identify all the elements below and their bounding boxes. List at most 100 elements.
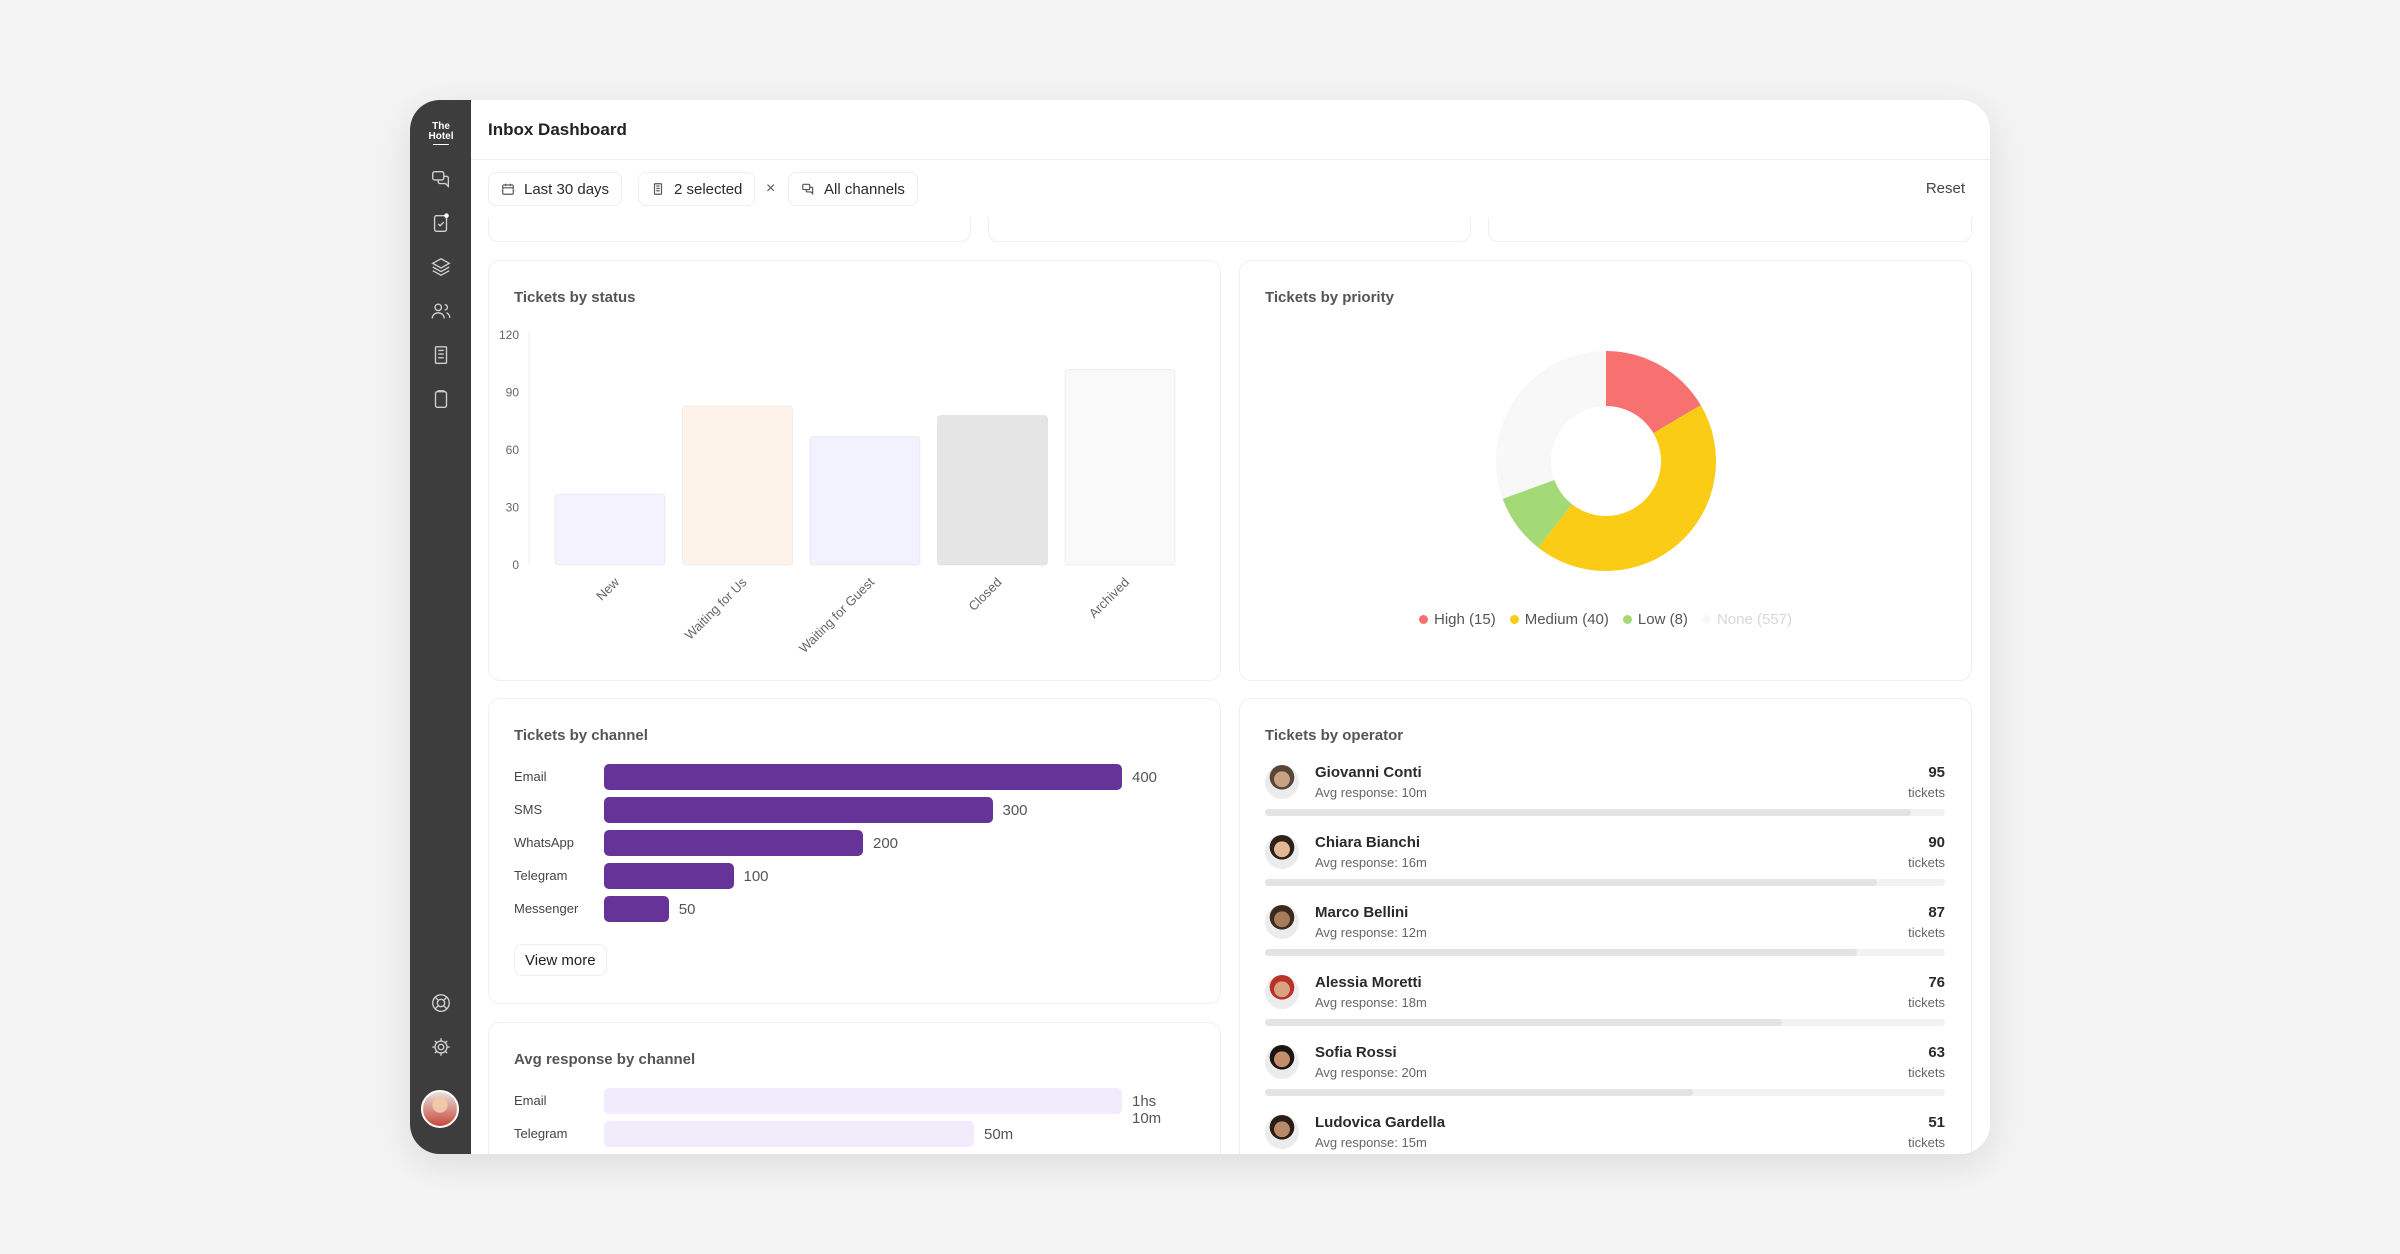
clear-selection-icon[interactable]: × <box>766 180 776 197</box>
donut-slice-medium[interactable] <box>1538 405 1716 571</box>
channel-value: 400 <box>1132 769 1158 786</box>
operator-progress-track <box>1265 1089 1945 1096</box>
channel-label: Telegram <box>514 1126 568 1141</box>
kpi-card-stub <box>1488 218 1972 242</box>
date-range-filter[interactable]: Last 30 days <box>488 172 623 206</box>
channel-filter-label: All channels <box>824 180 905 198</box>
channel-filter[interactable]: All channels <box>788 172 918 206</box>
sidebar-item-layers[interactable] <box>428 254 454 280</box>
channel-bar[interactable] <box>604 830 863 856</box>
channel-label: Telegram <box>514 868 568 883</box>
user-avatar[interactable] <box>421 1090 459 1128</box>
legend-label: High (15) <box>1434 611 1496 628</box>
building-icon <box>434 346 448 364</box>
view-more-button[interactable]: View more <box>514 944 607 976</box>
status-bar-chart: 0 30 60 90 120 New Waiting for Us Waiting for G… <box>499 328 1176 656</box>
layers-icon <box>431 257 451 277</box>
sidebar-item-tasks[interactable] <box>428 210 454 236</box>
card-title: Tickets by status <box>514 289 636 306</box>
operator-row[interactable]: Alessia Moretti Avg response: 18m 76 ticket… <box>1265 971 1945 1031</box>
operator-avg-response: Avg response: 16m <box>1315 855 1427 870</box>
channel-bar[interactable] <box>604 1121 974 1147</box>
tickets-by-priority-card: Tickets by priority High (15) Medium (40)… <box>1239 260 1972 681</box>
sidebar-item-reports[interactable] <box>428 386 454 412</box>
operator-avg-response: Avg response: 12m <box>1315 925 1427 940</box>
legend-dot <box>1509 615 1519 624</box>
filter-bar: Last 30 days 2 selected × All channels R… <box>488 172 1973 208</box>
channel-bar[interactable] <box>604 896 669 922</box>
channel-bar[interactable] <box>604 863 734 889</box>
operator-ticket-count: 76 <box>1928 974 1945 991</box>
status-bar[interactable] <box>682 405 793 566</box>
sidebar-item-properties[interactable] <box>428 342 454 368</box>
legend-label: None (557) <box>1716 611 1792 628</box>
operator-row[interactable]: Sofia Rossi Avg response: 20m 63 tickets <box>1265 1041 1945 1101</box>
channel-value: 50m <box>984 1126 1014 1143</box>
sidebar: The Hotel <box>410 100 471 1154</box>
operator-avg-response: Avg response: 15m <box>1315 1135 1427 1150</box>
x-tick-label: New <box>593 574 622 603</box>
tasks-icon <box>433 213 449 232</box>
y-tick-label: 0 <box>512 558 519 572</box>
legend-label: Low (8) <box>1637 611 1688 628</box>
header: Inbox Dashboard <box>471 100 1990 160</box>
kpi-card-stub <box>988 218 1471 242</box>
chat-bubbles-icon <box>802 183 814 196</box>
operator-row[interactable]: Ludovica Gardella Avg response: 15m 51 tick… <box>1265 1111 1945 1154</box>
chat-bubbles-icon <box>432 170 450 188</box>
operator-ticket-count: 95 <box>1928 764 1945 781</box>
operator-ticket-count: 87 <box>1928 904 1945 921</box>
reset-button[interactable]: Reset <box>1925 180 1965 197</box>
channel-row: Telegram 50m <box>514 1121 1164 1147</box>
x-tick-label: Closed <box>965 575 1004 614</box>
y-tick-label: 90 <box>506 386 520 400</box>
logo[interactable]: The Hotel <box>423 122 459 145</box>
calendar-icon <box>502 183 514 195</box>
operator-ticket-unit: tickets <box>1908 1135 1945 1150</box>
operator-ticket-unit: tickets <box>1908 855 1945 870</box>
sidebar-item-inbox[interactable] <box>428 166 454 192</box>
status-bar[interactable] <box>809 436 921 566</box>
status-bar[interactable] <box>937 415 1048 566</box>
channel-row: SMS 300 <box>514 797 1164 823</box>
operator-name: Alessia Moretti <box>1315 974 1422 991</box>
operator-name: Ludovica Gardella <box>1315 1114 1446 1131</box>
status-bar[interactable] <box>554 493 666 566</box>
operator-progress-fill <box>1265 879 1877 886</box>
operator-row[interactable]: Giovanni Conti Avg response: 10m 95 tickets <box>1265 761 1945 821</box>
operator-row[interactable]: Marco Bellini Avg response: 12m 87 tickets <box>1265 901 1945 961</box>
legend-item-none[interactable]: None (557) <box>1701 611 1792 628</box>
sidebar-item-users[interactable] <box>428 298 454 324</box>
status-bar[interactable] <box>1064 369 1176 566</box>
card-title: Tickets by operator <box>1265 727 1404 744</box>
kpi-card-stub <box>488 218 971 242</box>
logo-text-top: The <box>432 121 450 132</box>
channel-label: Email <box>514 1093 547 1108</box>
legend-item-medium[interactable]: Medium (40) <box>1509 611 1609 628</box>
channel-value: 100 <box>743 868 769 885</box>
users-icon <box>431 303 451 319</box>
donut-slice-high[interactable] <box>1606 351 1701 434</box>
legend-item-high[interactable]: High (15) <box>1419 611 1496 628</box>
channel-bar[interactable] <box>604 764 1122 790</box>
y-tick-label: 60 <box>506 443 520 457</box>
sidebar-item-settings[interactable] <box>428 1034 454 1060</box>
operator-avatar <box>1265 835 1299 869</box>
property-filter[interactable]: 2 selected <box>638 172 756 206</box>
channel-bar[interactable] <box>604 797 993 823</box>
channel-row: Messenger 50 <box>514 896 1164 922</box>
operator-progress-fill <box>1265 809 1911 816</box>
donut-slice-low[interactable] <box>1502 479 1573 548</box>
clipboard-icon <box>434 390 448 408</box>
operator-avg-response: Avg response: 20m <box>1315 1065 1427 1080</box>
sidebar-item-help[interactable] <box>428 990 454 1016</box>
operator-row[interactable]: Chiara Bianchi Avg response: 16m 90 tickets <box>1265 831 1945 891</box>
legend-item-low[interactable]: Low (8) <box>1622 611 1688 628</box>
channel-value: 300 <box>1002 802 1028 819</box>
card-title: Avg response by channel <box>514 1051 696 1068</box>
operator-progress-track <box>1265 879 1945 886</box>
tickets-by-status-card: Tickets by status 0 30 60 90 120 New Waiting f… <box>488 260 1221 681</box>
channel-bar[interactable] <box>604 1088 1122 1114</box>
legend-dot <box>1701 615 1711 624</box>
legend-dot <box>1622 615 1632 624</box>
